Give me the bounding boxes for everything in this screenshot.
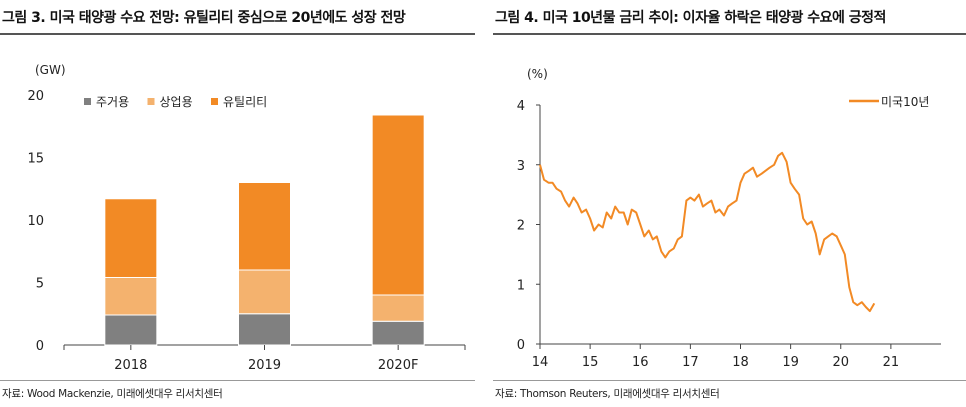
y-tick-label: 1 xyxy=(517,278,525,293)
legend-label: 주거용 xyxy=(96,95,129,109)
legend-swatch xyxy=(211,98,218,105)
bar-segment xyxy=(104,277,158,316)
legend-label: 상업용 xyxy=(160,95,193,109)
x-tick-label: 18 xyxy=(732,355,749,370)
x-tick-label: 17 xyxy=(682,355,699,370)
left-chart-source: 자료: Wood Mackenzie, 미래에셋대우 리서치센터 xyxy=(2,388,223,400)
bar-segment xyxy=(371,294,425,322)
bar-segment xyxy=(104,198,158,278)
right-title-rule xyxy=(493,33,966,35)
x-tick-label: 14 xyxy=(532,355,549,370)
series-line xyxy=(539,151,876,313)
bar-segment xyxy=(371,114,425,296)
y-tick-label: 0 xyxy=(36,339,44,354)
x-tick-label: 2020F xyxy=(378,358,419,373)
y-tick-label: 0 xyxy=(517,338,525,353)
y-axis-unit-label: (%) xyxy=(527,67,548,81)
left-chart-panel: 그림 3. 미국 태양광 수요 전망: 유틸리티 중심으로 20년에도 성장 전… xyxy=(0,0,475,407)
y-tick-label: 5 xyxy=(36,277,44,292)
legend-swatch xyxy=(147,98,155,105)
right-chart-panel: 그림 4. 미국 10년물 금리 추이: 이자율 하락은 태양광 수요에 긍정적… xyxy=(493,0,966,407)
x-tick-label: 2019 xyxy=(248,358,281,373)
y-tick-label: 15 xyxy=(27,152,44,167)
y-tick-label: 3 xyxy=(517,159,525,174)
y-tick-label: 10 xyxy=(27,214,44,229)
stacked-bar-chart: (GW) 0 5 10 15 20 2018 2019 2020F 주거용 상업용 유틸리티 xyxy=(27,63,466,373)
y-tick-label: 20 xyxy=(27,89,44,104)
bar-segment xyxy=(104,314,158,346)
x-tick-label: 21 xyxy=(883,355,900,370)
right-chart-title: 그림 4. 미국 10년물 금리 추이: 이자율 하락은 태양광 수요에 긍정적 xyxy=(495,10,886,26)
legend-label: 유틸리티 xyxy=(223,95,267,109)
right-bottom-rule xyxy=(493,380,966,381)
legend-label: 미국10년 xyxy=(881,95,929,109)
x-tick-label: 2018 xyxy=(114,358,147,373)
x-tick-label: 20 xyxy=(832,355,849,370)
legend-swatch xyxy=(84,98,91,105)
bar-segment xyxy=(238,182,291,271)
x-tick-label: 15 xyxy=(582,355,599,370)
right-chart-source: 자료: Thomson Reuters, 미래에셋대우 리서치센터 xyxy=(495,388,720,400)
line-chart: (%) 0 1 2 3 4 14 15 16 17 18 19 20 21 미국10년 xyxy=(517,67,941,370)
y-axis-unit-label: (GW) xyxy=(35,63,66,77)
bar-segment xyxy=(238,313,291,346)
left-title-rule xyxy=(0,33,475,35)
left-bottom-rule xyxy=(0,380,475,381)
x-tick-label: 19 xyxy=(782,355,799,370)
y-tick-label: 4 xyxy=(517,99,525,114)
bar-segment xyxy=(371,320,425,346)
left-chart-title: 그림 3. 미국 태양광 수요 전망: 유틸리티 중심으로 20년에도 성장 전… xyxy=(2,10,406,26)
x-tick-label: 16 xyxy=(632,355,649,370)
bar-segment xyxy=(238,269,291,315)
y-tick-label: 2 xyxy=(517,219,525,234)
